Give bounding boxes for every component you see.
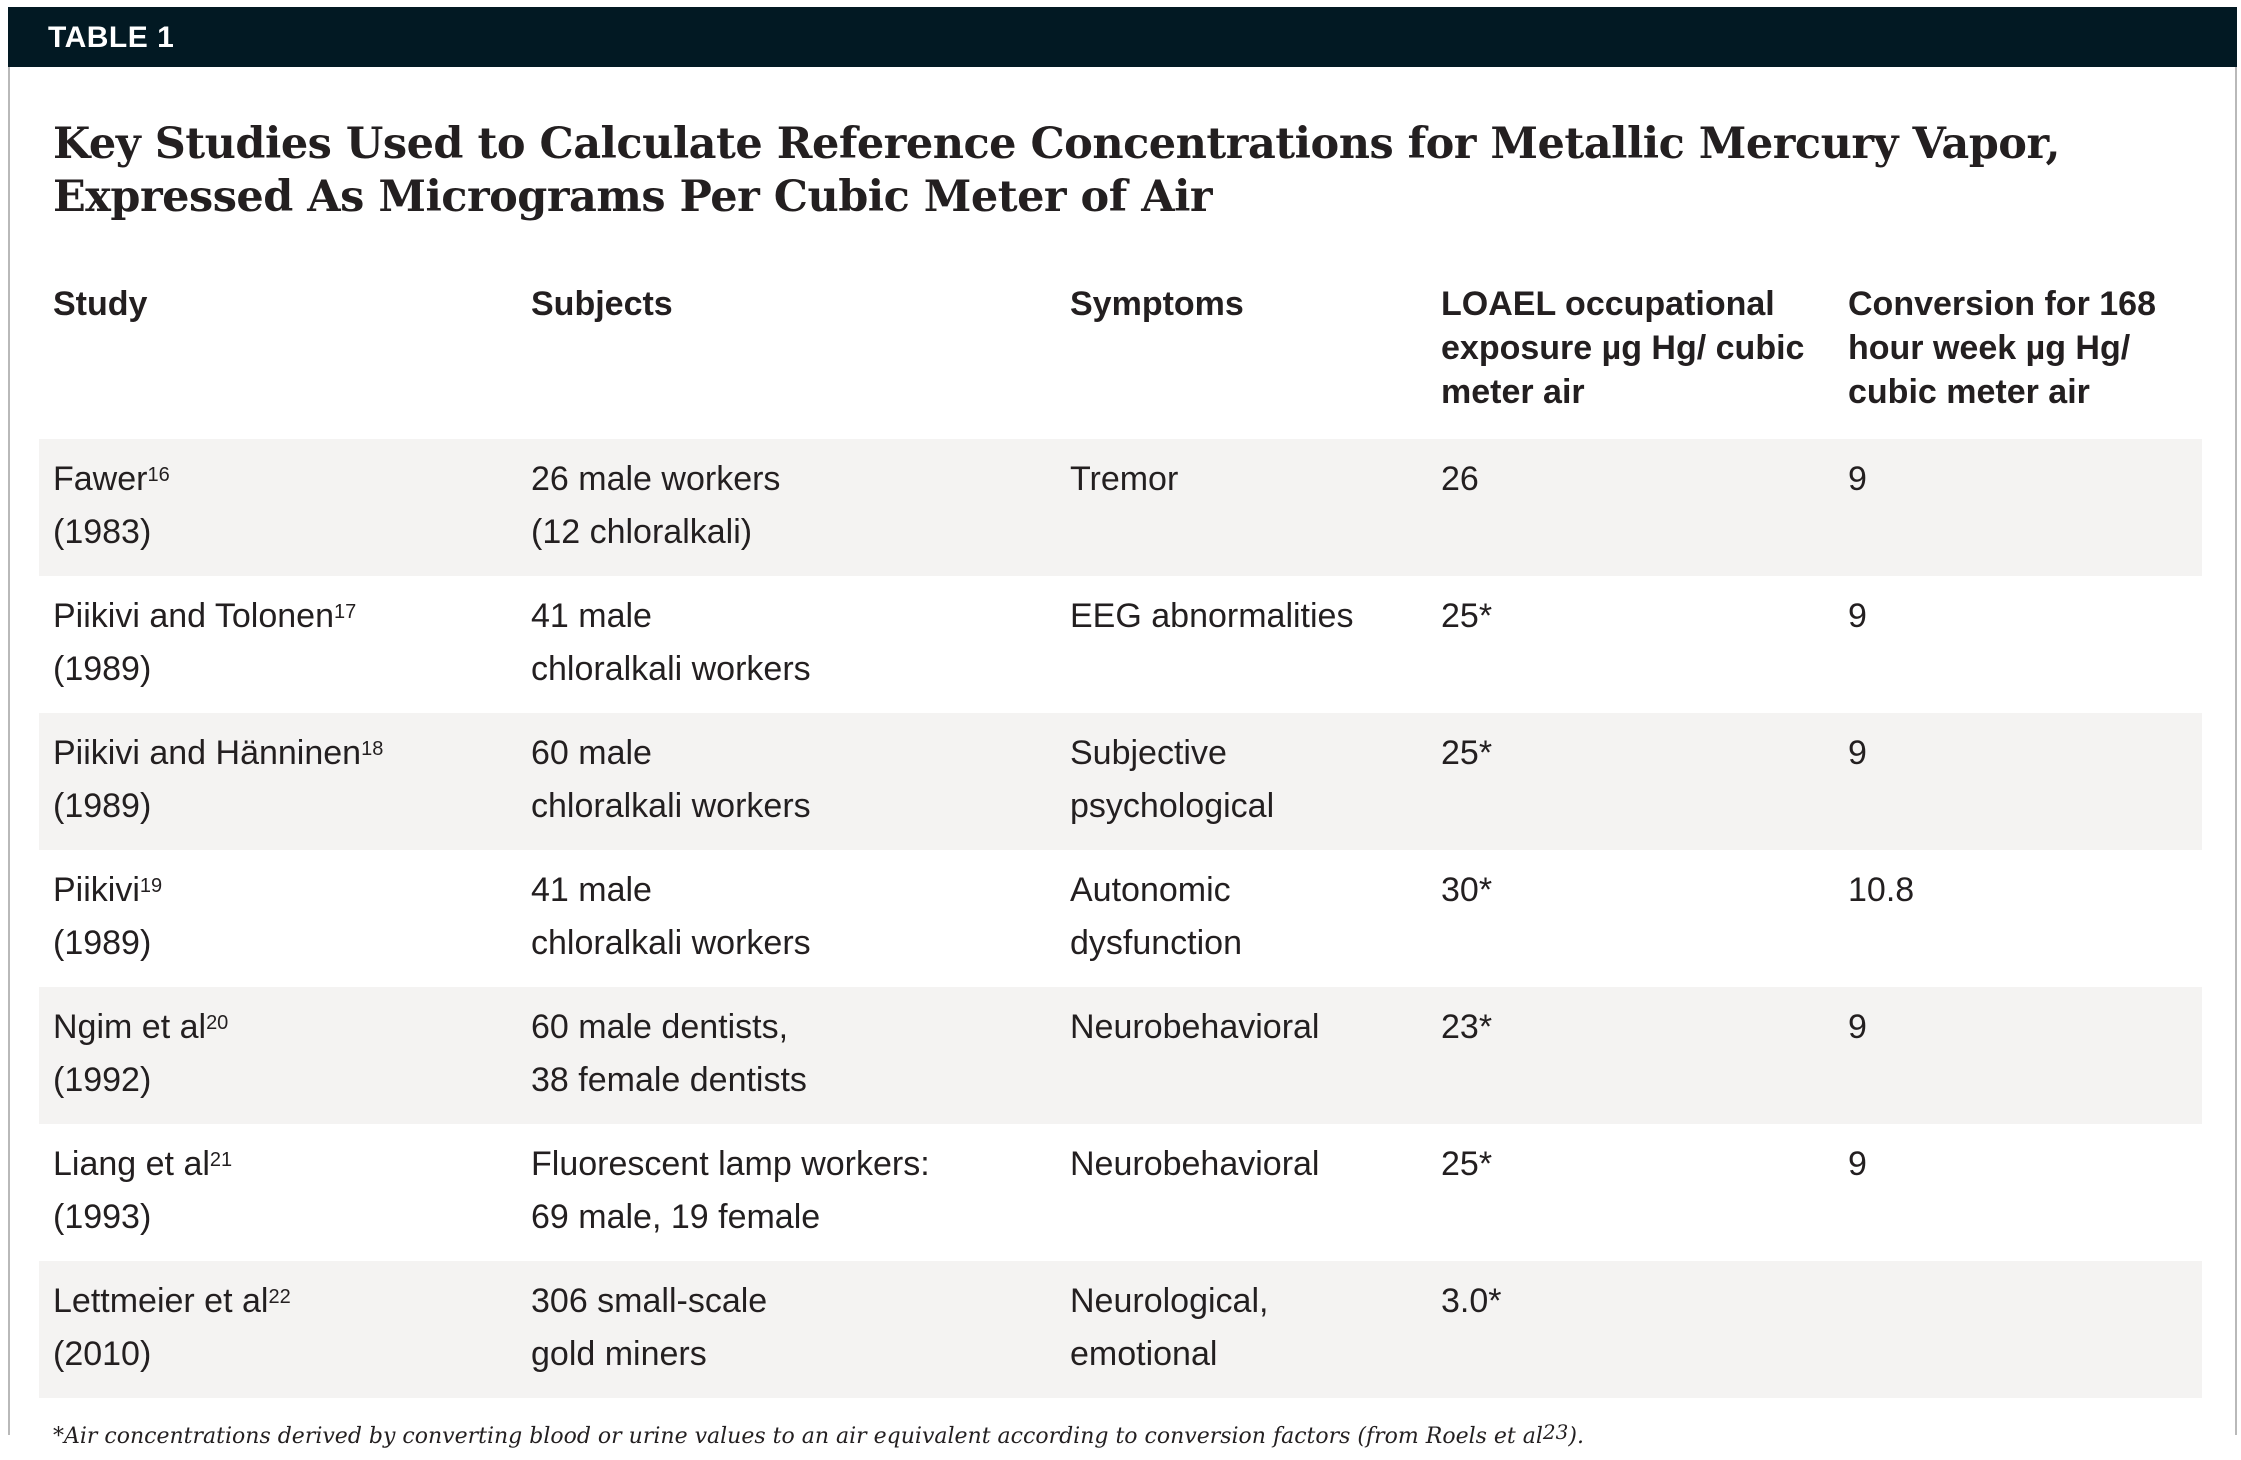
reference-number: 18 <box>361 738 384 760</box>
cell-conversion: 9 <box>1848 1145 1867 1183</box>
cell-symptoms: EEG abnormalities <box>1070 597 1354 635</box>
cell-conversion: 9 <box>1834 713 2202 850</box>
cell-symptoms: Neurobehavioral <box>1056 987 1427 1124</box>
studies-table: Study Subjects Symptoms LOAEL occupation… <box>39 272 2202 1398</box>
cell-subjects: 26 male workers (12 chloralkali) <box>517 439 1056 576</box>
cell-subjects: Fluorescent lamp workers: 69 male, 19 fem… <box>531 1145 930 1236</box>
cell-conversion: 10.8 <box>1848 871 1915 909</box>
table-row: Piikivi and Hänninen18 (1989) 60 male chlor… <box>39 713 2202 850</box>
table-row: Fawer16 (1983) 26 male workers (12 chloralk… <box>39 439 2202 576</box>
col-symptoms: Symptoms <box>1070 285 1244 323</box>
reference-number: 16 <box>147 464 170 486</box>
table-row: Lettmeier et al22 (2010) 306 small-scale go… <box>39 1261 2202 1398</box>
footnote: *Air concentrations derived by convertin… <box>53 1420 1584 1449</box>
cell-study: Liang et al21 (1993) <box>53 1145 233 1236</box>
cell-symptoms: Subjective psychological <box>1056 713 1427 850</box>
cell-loael: 3.0* <box>1427 1261 1834 1398</box>
reference-number: 19 <box>139 875 163 897</box>
cell-study: Lettmeier et al22 (2010) <box>39 1261 517 1398</box>
cell-subjects: 60 male dentists, 38 female dentists <box>517 987 1056 1124</box>
cell-symptoms: Neurobehavioral <box>1070 1145 1320 1183</box>
table-title: Key Studies Used to Calculate Reference … <box>53 119 2060 222</box>
cell-study: Ngim et al20 (1992) <box>39 987 517 1124</box>
table-label-bar: TABLE 1 <box>8 7 2237 67</box>
reference-number: 17 <box>334 601 357 623</box>
cell-symptoms: Autonomic dysfunction <box>1070 871 1242 962</box>
header-row: Study Subjects Symptoms LOAEL occupation… <box>39 272 2202 439</box>
cell-study: Piikivi19 (1989) <box>53 871 163 962</box>
cell-subjects: 41 male chloralkali workers <box>531 597 811 688</box>
reference-number: 22 <box>268 1286 291 1308</box>
table-row: Piikivi and Tolonen17 (1989) 41 male chlora… <box>39 576 2202 713</box>
reference-number: 20 <box>206 1012 229 1034</box>
table-row: Ngim et al20 (1992) 60 male dentists, 38 fe… <box>39 987 2202 1124</box>
cell-symptoms: Neurological, emotional <box>1056 1261 1427 1398</box>
table-frame <box>8 7 2237 1435</box>
cell-conversion: 9 <box>1834 439 2202 576</box>
cell-loael: 25* <box>1441 597 1493 635</box>
cell-loael: 30* <box>1441 871 1493 909</box>
cell-loael: 25* <box>1441 1145 1493 1183</box>
cell-conversion: 9 <box>1834 987 2202 1124</box>
reference-number: 21 <box>209 1149 233 1171</box>
col-study: Study <box>53 285 148 323</box>
table-row: Piikivi19 (1989) 41 male chloralkali worker… <box>39 850 2202 987</box>
cell-subjects: 60 male chloralkali workers <box>517 713 1056 850</box>
cell-subjects: 41 male chloralkali workers <box>531 871 811 962</box>
cell-study: Piikivi and Tolonen17 (1989) <box>53 597 357 688</box>
cell-conversion <box>1834 1261 2202 1398</box>
cell-study: Piikivi and Hänninen18 (1989) <box>39 713 517 850</box>
cell-symptoms: Tremor <box>1056 439 1427 576</box>
cell-loael: 25* <box>1427 713 1834 850</box>
col-subjects: Subjects <box>531 285 673 323</box>
cell-loael: 23* <box>1427 987 1834 1124</box>
cell-loael: 26 <box>1427 439 1834 576</box>
table-label: TABLE 1 <box>48 21 175 54</box>
table-row: Liang et al21 (1993) Fluorescent lamp work… <box>39 1124 2202 1261</box>
cell-conversion: 9 <box>1848 597 1867 635</box>
col-loael: LOAEL occupational exposure µg Hg/ cubic… <box>1441 285 1805 411</box>
col-conversion: Conversion for 168 hour week µg Hg/ cubi… <box>1848 285 2156 411</box>
cell-subjects: 306 small-scale gold miners <box>517 1261 1056 1398</box>
cell-study: Fawer16 (1983) <box>39 439 517 576</box>
